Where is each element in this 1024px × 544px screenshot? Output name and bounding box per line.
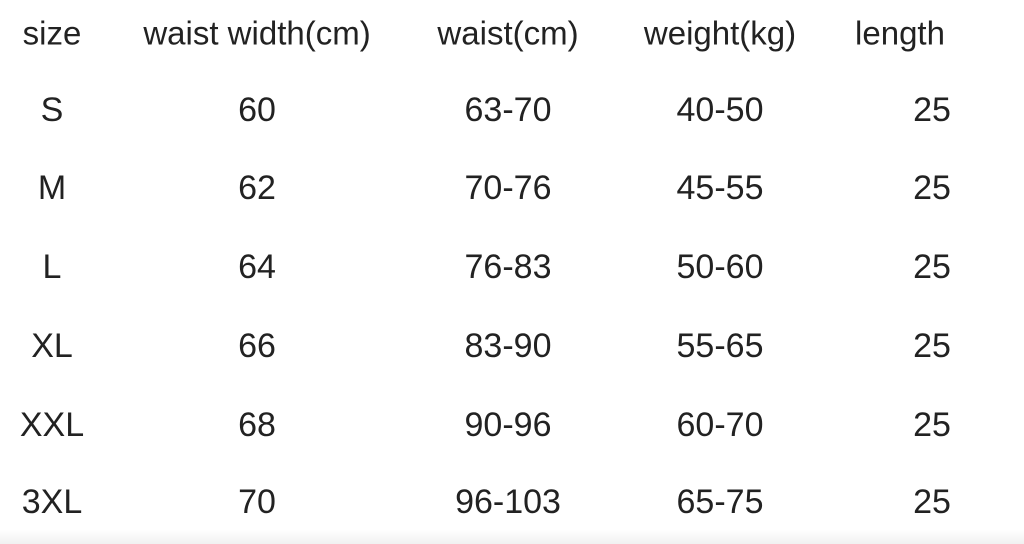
header-cell: size (22, 14, 82, 52)
table-cell: 25 (913, 327, 951, 365)
table-cell: 25 (913, 406, 951, 444)
table-cell: M (37, 169, 67, 207)
table-cell: 66 (238, 327, 276, 365)
table-cell: 62 (238, 169, 276, 207)
header-cell: waist(cm) (437, 14, 579, 52)
table-cell: 25 (913, 91, 951, 129)
header-cell: waist width(cm) (143, 14, 371, 52)
table-cell: 50-60 (676, 248, 764, 286)
table-cell: 40-50 (676, 91, 764, 129)
table-cell: 68 (238, 406, 276, 444)
table-cell: 25 (913, 169, 951, 207)
table-cell: 60-70 (676, 406, 764, 444)
table-cell: 55-65 (676, 327, 764, 365)
table-cell: 25 (913, 483, 951, 521)
table-cell: 65-75 (676, 483, 764, 521)
table-cell: 90-96 (464, 406, 552, 444)
table-cell: 76-83 (464, 248, 552, 286)
table-cell: 25 (913, 248, 951, 286)
table-cell: XXL (19, 406, 85, 444)
table-cell: 3XL (21, 483, 83, 521)
table-cell: L (42, 248, 62, 286)
header-cell: length (855, 14, 945, 52)
table-cell: 83-90 (464, 327, 552, 365)
table-cell: 60 (238, 91, 276, 129)
table-cell: 63-70 (464, 91, 552, 129)
table-cell: 96-103 (455, 483, 561, 521)
header-cell: weight(kg) (643, 14, 797, 52)
table-cell: 64 (238, 248, 276, 286)
table-cell: XL (31, 327, 73, 365)
table-cell: 70-76 (464, 169, 552, 207)
table-cell: S (40, 91, 64, 129)
table-cell: 70 (238, 483, 276, 521)
table-cell: 45-55 (676, 169, 764, 207)
